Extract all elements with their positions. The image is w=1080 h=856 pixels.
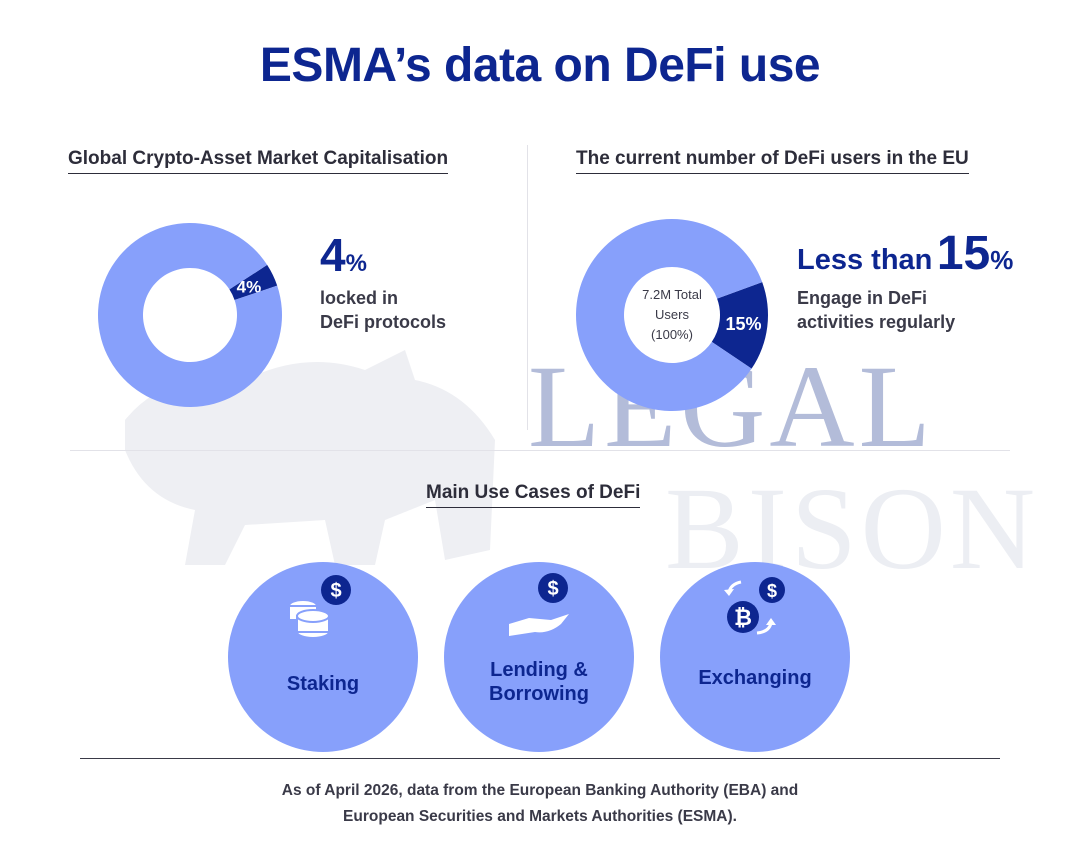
use-case-label: Exchanging <box>698 667 812 689</box>
page-title: ESMA’s data on DeFi use <box>259 39 821 92</box>
desc-line: activities regularly <box>797 312 956 332</box>
donut-center-label: Users <box>655 307 689 322</box>
market-cap-stat: 4% <box>320 228 367 282</box>
stat-value: 15 <box>936 227 991 280</box>
donut-slice-1 <box>576 218 763 411</box>
svg-text:$: $ <box>547 578 558 600</box>
eu-users-donut: 15% 7.2M Total Users (100%) <box>576 218 768 411</box>
use-case-exchanging: $ ₿ Exchanging <box>660 562 850 752</box>
label-line: Lending & <box>490 659 588 681</box>
stat-unit: % <box>990 245 1014 275</box>
desc-line: locked in <box>320 288 399 308</box>
footnote: As of April 2026, data from the European… <box>0 778 1080 830</box>
market-cap-desc: locked in DeFi protocols <box>320 286 446 334</box>
donut-slice-label: 4% <box>237 277 262 296</box>
label-line: Borrowing <box>489 683 589 705</box>
use-case-lending-borrowing: $ Lending & Borrowing <box>444 562 634 752</box>
coins-dollar-icon: $ <box>288 575 351 639</box>
divider-vertical <box>527 145 528 430</box>
donut-center-label: (100%) <box>651 327 693 342</box>
footnote-line: As of April 2026, data from the European… <box>281 782 799 799</box>
divider-horizontal <box>70 450 1010 451</box>
hand-dollar-icon: $ <box>509 573 569 636</box>
eu-users-stat: Less than 15% <box>797 226 1013 281</box>
use-case-label: Lending & Borrowing <box>444 658 634 706</box>
svg-text:₿: ₿ <box>734 605 752 630</box>
donut-slice-0 <box>229 264 278 301</box>
use-case-label: Staking <box>286 673 360 695</box>
eu-users-section-title: The current number of DeFi users in the … <box>576 148 969 174</box>
donut-slice-label: 15% <box>725 314 761 334</box>
stat-value: 4 <box>320 229 346 281</box>
donut-slice-0 <box>711 282 768 369</box>
market-cap-donut: 4% <box>97 222 282 407</box>
market-cap-section-title: Global Crypto-Asset Market Capitalisatio… <box>68 148 449 174</box>
footer-divider <box>80 758 1000 759</box>
svg-text:$: $ <box>767 581 777 601</box>
stat-prefix: Less than <box>797 244 933 276</box>
stat-unit: % <box>345 250 367 277</box>
use-case-staking: $ Staking <box>228 562 418 752</box>
svg-text:$: $ <box>330 580 341 602</box>
eu-users-desc: Engage in DeFi activities regularly <box>797 286 955 334</box>
desc-line: DeFi protocols <box>320 312 447 332</box>
donut-slice-1 <box>97 222 282 407</box>
donut-center-label: 7.2M Total <box>642 287 702 302</box>
use-cases-section-title: Main Use Cases of DeFi <box>426 482 641 508</box>
bison-watermark-icon <box>125 350 495 565</box>
footnote-line: European Securities and Markets Authorit… <box>343 808 737 825</box>
exchange-bitcoin-dollar-icon: $ ₿ <box>724 577 785 635</box>
desc-line: Engage in DeFi <box>797 288 928 308</box>
